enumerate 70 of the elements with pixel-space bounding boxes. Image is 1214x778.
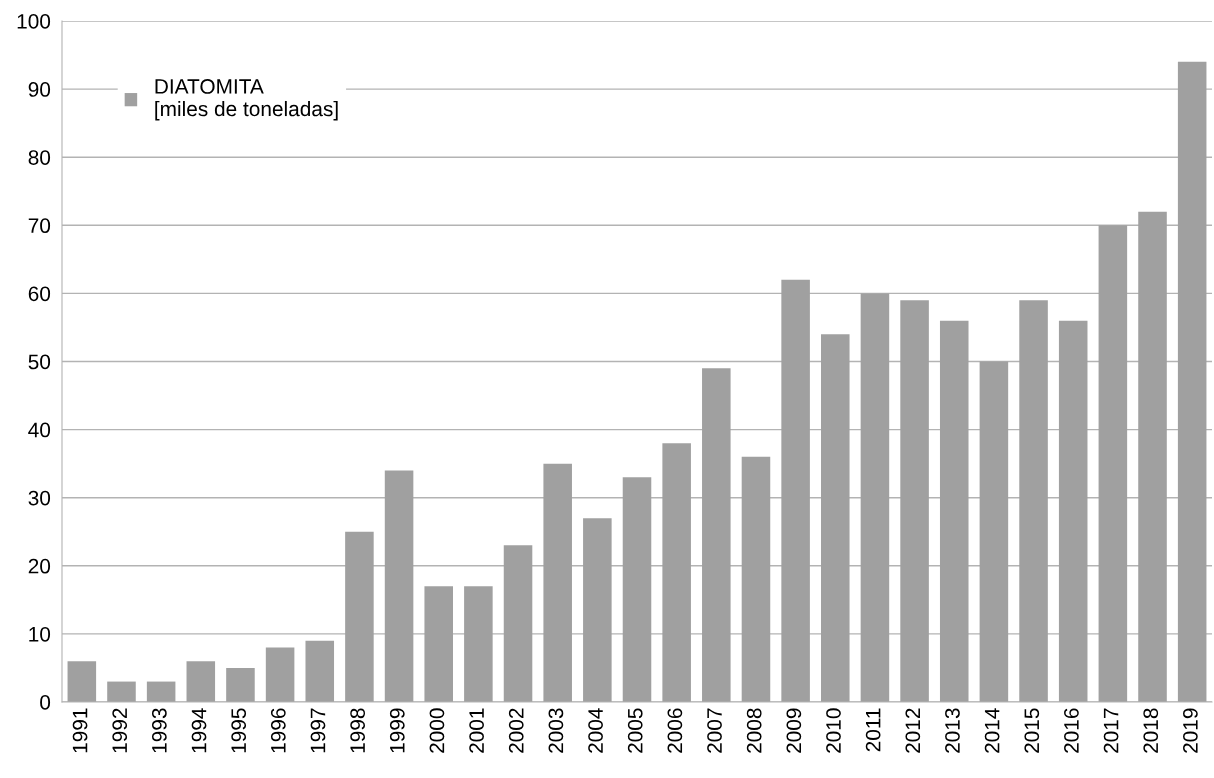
x-tick-label: 2003 xyxy=(548,708,564,753)
x-tick-label: 1999 xyxy=(389,708,405,753)
bar xyxy=(821,334,850,702)
bar xyxy=(226,667,255,702)
y-tick-label: 0 xyxy=(40,695,51,710)
y-tick-label: 80 xyxy=(28,150,51,165)
bar xyxy=(583,518,612,702)
y-tick-label: 70 xyxy=(28,218,51,234)
x-tick-label: 2002 xyxy=(508,708,524,753)
bar xyxy=(424,586,453,702)
x-tick-label: 2018 xyxy=(1143,708,1159,753)
x-tick-label: 1998 xyxy=(350,708,366,753)
legend-label: DIATOMITA [miles de toneladas] xyxy=(155,79,338,121)
bar xyxy=(1177,61,1207,702)
y-tick-label: 40 xyxy=(28,422,51,438)
x-tick-label: 1994 xyxy=(191,708,207,753)
x-tick-label: 2007 xyxy=(707,708,722,753)
bar xyxy=(622,477,652,702)
y-tick-label: 30 xyxy=(28,490,51,506)
y-tick-label: 60 xyxy=(28,286,51,302)
y-tick-label: 100 xyxy=(17,14,51,29)
bar xyxy=(67,661,97,702)
bar xyxy=(345,531,374,702)
bar xyxy=(464,586,493,702)
x-tick-label: 2019 xyxy=(1183,708,1198,753)
bar xyxy=(1098,225,1128,702)
x-tick-label: 2014 xyxy=(984,708,1000,753)
y-tick-label: 10 xyxy=(29,626,51,642)
x-tick-label: 2005 xyxy=(627,708,643,753)
x-tick-label: 1995 xyxy=(231,708,247,753)
x-tick-label: 2001 xyxy=(469,708,484,753)
x-tick-label: 2009 xyxy=(786,708,802,753)
x-tick-label: 2008 xyxy=(746,708,762,753)
bar xyxy=(265,647,295,702)
x-tick-label: 2004 xyxy=(588,708,603,753)
x-tick-label: 1996 xyxy=(270,708,286,753)
x-tick-label: 1992 xyxy=(112,708,128,753)
x-tick-label: 2015 xyxy=(1024,708,1040,753)
bar xyxy=(702,368,731,702)
bar xyxy=(503,545,533,702)
bar xyxy=(1138,211,1167,702)
bar xyxy=(146,681,176,702)
bar xyxy=(186,661,216,702)
x-tick-label: 2016 xyxy=(1064,708,1079,753)
bar xyxy=(543,463,572,702)
bar xyxy=(107,681,136,702)
x-tick-label: 2011 xyxy=(865,708,881,752)
x-tick-label: 1993 xyxy=(151,708,167,753)
bar xyxy=(860,293,890,702)
x-tick-label: 2000 xyxy=(429,708,445,753)
bar xyxy=(305,640,335,702)
bar xyxy=(781,279,810,702)
bar xyxy=(979,361,1009,702)
bar xyxy=(1019,300,1048,702)
x-tick-label: 2012 xyxy=(905,708,921,753)
x-tick-label: 1997 xyxy=(310,708,326,753)
x-tick-label: 2010 xyxy=(826,708,841,753)
bar xyxy=(939,320,969,702)
bar xyxy=(662,443,691,702)
y-tick-label: 20 xyxy=(28,558,51,574)
x-tick-label: 1991 xyxy=(72,708,88,753)
y-tick-label: 50 xyxy=(28,354,51,370)
bar xyxy=(1058,320,1088,702)
bar xyxy=(741,456,771,702)
bar xyxy=(900,300,929,702)
x-tick-label: 2017 xyxy=(1103,708,1119,753)
y-tick-label: 90 xyxy=(28,82,51,97)
bar xyxy=(384,470,414,702)
x-tick-label: 2013 xyxy=(945,708,960,753)
x-tick-label: 2006 xyxy=(667,708,683,753)
